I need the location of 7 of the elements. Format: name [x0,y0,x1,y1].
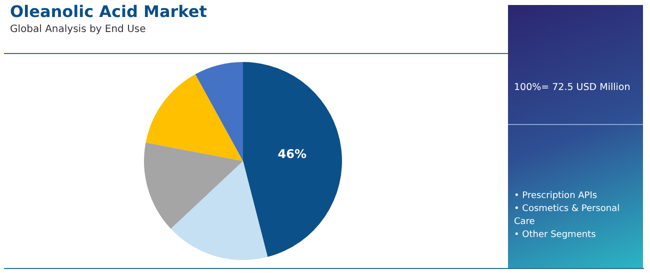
chart-subtitle: Global Analysis by End Use [10,24,146,35]
chart-title: Oleanolic Acid Market [10,2,207,21]
text: • Prescription APIs [514,190,598,203]
text: • Other Segments [514,229,597,242]
data-label: 46% [278,146,306,161]
text: 100%= 72.5 USD Million [514,82,632,93]
text: • Cosmetics & Personal Care [514,203,621,229]
